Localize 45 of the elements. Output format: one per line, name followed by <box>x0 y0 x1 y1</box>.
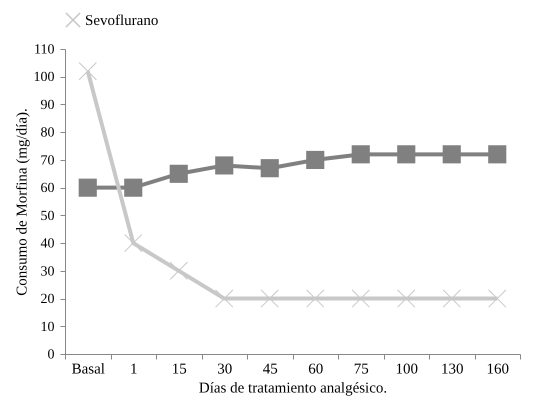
y-tick-label: 80 <box>40 126 54 141</box>
y-tick-label: 100 <box>34 70 54 86</box>
y-tick-label: 0 <box>48 348 54 362</box>
y-tick-label: 60 <box>40 181 54 196</box>
y-tick-label: 70 <box>40 153 54 168</box>
point <box>488 145 506 164</box>
point <box>215 289 234 308</box>
y-tick-label: 110 <box>34 42 54 58</box>
point <box>442 145 461 164</box>
point <box>306 289 324 308</box>
point <box>306 150 324 169</box>
x-tick-label: Basal <box>72 362 105 378</box>
x-tick-label: 15 <box>172 362 187 378</box>
point <box>170 164 188 183</box>
x-tick-label: 160 <box>486 362 509 378</box>
x-tick-label: 60 <box>308 362 324 378</box>
point <box>78 62 97 80</box>
point <box>124 178 142 197</box>
point <box>397 145 416 164</box>
point <box>352 145 370 164</box>
point <box>442 289 461 308</box>
legend-label: Sevoflurano <box>85 13 158 29</box>
x-tick-label: 100 <box>396 362 418 378</box>
point <box>352 289 370 308</box>
y-tick-label: 90 <box>40 98 54 113</box>
y-tick-label: 20 <box>40 292 54 308</box>
y-tick-label: 10 <box>40 320 54 335</box>
point <box>124 234 142 252</box>
point <box>260 159 279 178</box>
point <box>397 289 416 308</box>
x-tick-label: 30 <box>217 362 232 378</box>
point <box>215 156 234 175</box>
y-tick-label: 30 <box>40 264 54 280</box>
point <box>260 289 279 308</box>
y-axis-title: Consumo de Morfina (mg/día). <box>14 108 30 296</box>
point <box>170 262 188 280</box>
y-tick-label: 40 <box>40 236 54 252</box>
point <box>78 178 97 197</box>
point <box>488 289 506 308</box>
x-tick-label: 45 <box>262 362 278 378</box>
x-tick-label: 1 <box>130 362 138 378</box>
y-tick-label: 50 <box>40 208 54 224</box>
x-axis-title: Días de tratamiento analgésico. <box>198 380 388 396</box>
x-tick-label: 75 <box>354 362 369 378</box>
x-tick-label: 130 <box>441 362 464 378</box>
